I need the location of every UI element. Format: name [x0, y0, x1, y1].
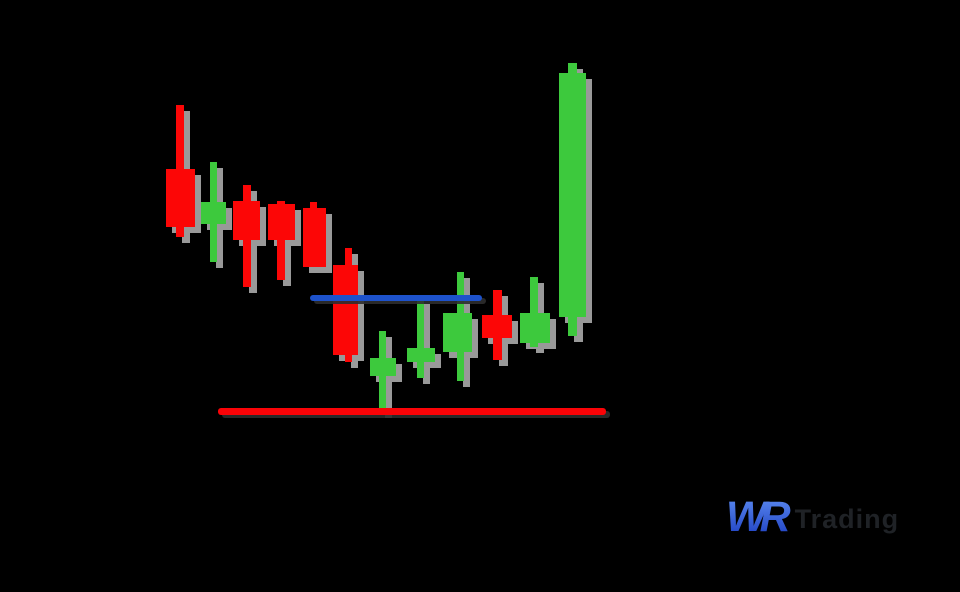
candle-body — [370, 358, 396, 376]
candle-11 — [520, 277, 550, 347]
candle-body — [333, 265, 358, 355]
candle-3 — [233, 185, 260, 287]
candle-body — [482, 315, 512, 338]
candle-12 — [559, 63, 586, 336]
candle-body — [268, 204, 295, 240]
blue-resistance-line — [310, 295, 482, 301]
red-support-line — [218, 408, 606, 415]
candle-body — [559, 73, 586, 317]
candle-wick — [530, 277, 538, 347]
candle-body — [407, 348, 435, 362]
candle-body — [520, 313, 550, 343]
candle-body — [233, 201, 260, 240]
candle-6 — [333, 248, 358, 362]
logo-brand-text: Trading — [794, 504, 900, 534]
candle-7 — [370, 331, 396, 412]
candle-8 — [407, 298, 435, 378]
candle-body — [166, 169, 195, 227]
candle-2 — [201, 162, 226, 262]
candle-wick — [277, 201, 285, 280]
candle-9 — [443, 272, 472, 381]
candle-5 — [303, 202, 326, 267]
logo-wr-mark: WR — [726, 496, 791, 539]
candle-body — [443, 313, 472, 352]
candle-body — [303, 208, 326, 267]
candle-10 — [482, 290, 512, 360]
candle-1 — [166, 105, 195, 237]
candle-body — [201, 202, 226, 224]
candle-wick — [417, 298, 424, 378]
candle-4 — [268, 201, 295, 280]
watermark-logo: WR Trading — [726, 496, 899, 539]
